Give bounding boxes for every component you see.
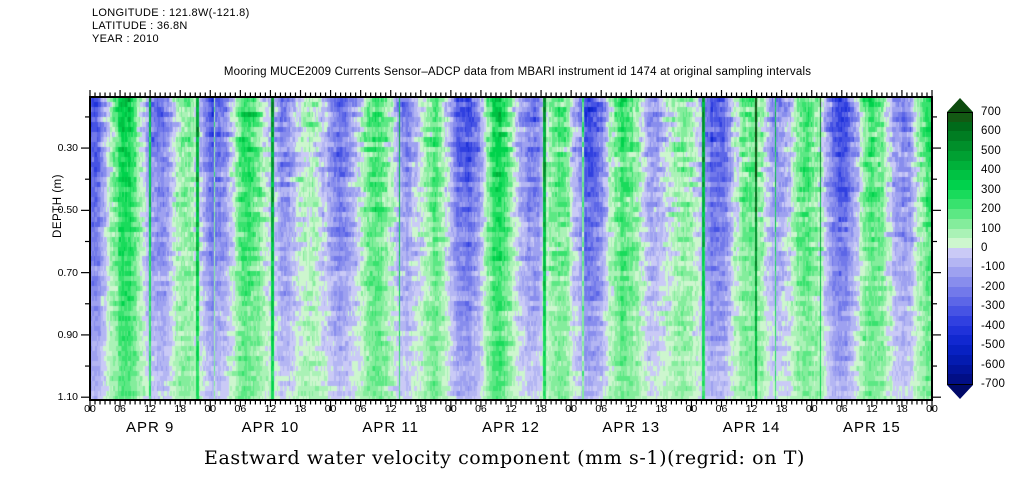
colorbar-label: -700 xyxy=(981,378,1006,390)
x-hour-label: 06 xyxy=(114,403,126,415)
plot-frame xyxy=(89,96,933,401)
colorbar-label: 600 xyxy=(981,125,1002,138)
x-hour-label: 06 xyxy=(234,403,247,415)
x-hour-label: 12 xyxy=(866,403,878,415)
y-tick-label: 1.10 xyxy=(57,391,78,404)
longitude-line: LONGITUDE : 121.8W(-121.8) xyxy=(92,7,250,19)
x-hour-label: 06 xyxy=(595,403,608,415)
context-header: LONGITUDE : 121.8W(-121.8) LATITUDE : 36… xyxy=(92,7,250,46)
x-hour-label: 18 xyxy=(174,403,187,415)
x-hour-label: 12 xyxy=(625,403,638,415)
x-hour-label: 00 xyxy=(204,403,217,415)
colorbar-segment xyxy=(947,374,973,385)
x-day-label: APR 13 xyxy=(602,419,661,436)
x-hour-label: 18 xyxy=(414,403,427,415)
x-hour-label: 06 xyxy=(835,403,848,415)
colorbar-under-arrow xyxy=(947,385,973,399)
colorbar-label: -400 xyxy=(981,319,1006,332)
y-tick-label: 0.90 xyxy=(57,328,78,341)
colorbar-label: -300 xyxy=(981,300,1006,313)
colorbar-label: 200 xyxy=(981,203,1002,216)
x-hour-label: 12 xyxy=(264,403,277,415)
y-tick-label: 0.70 xyxy=(57,266,78,279)
x-hour-label: 06 xyxy=(475,403,487,415)
x-day-label: APR 12 xyxy=(482,419,540,436)
colorbar-over-arrow xyxy=(947,98,973,112)
x-hour-label: 00 xyxy=(805,403,818,415)
x-hour-label: 18 xyxy=(294,403,307,415)
colorbar-label: -600 xyxy=(981,358,1006,371)
latitude-line: LATITUDE : 36.8N xyxy=(92,20,188,32)
colorbar-label: -500 xyxy=(981,339,1006,352)
colorbar-label: 700 xyxy=(981,106,1002,118)
x-day-label: APR 14 xyxy=(722,419,781,436)
colorbar-label: 0 xyxy=(981,242,988,254)
x-hour-label: 18 xyxy=(655,403,668,415)
x-hour-label: 06 xyxy=(354,403,367,415)
x-day-label: APR 15 xyxy=(842,419,901,436)
colorbar-label: 300 xyxy=(981,183,1002,196)
x-day-label: APR 9 xyxy=(125,419,175,436)
plot-title: Mooring MUCE2009 Currents Sensor–ADCP da… xyxy=(223,66,812,78)
colorbar-label: 100 xyxy=(981,222,1002,235)
year-line: YEAR : 2010 xyxy=(92,33,159,45)
x-day-label: APR 11 xyxy=(362,419,419,436)
y-tick-label: 0.50 xyxy=(57,204,78,217)
x-hour-label: 18 xyxy=(535,403,547,415)
colorbar-label: -200 xyxy=(981,280,1006,293)
x-hour-label: 12 xyxy=(745,403,758,415)
x-hour-label: 00 xyxy=(685,403,698,415)
x-hour-label: 00 xyxy=(926,403,938,415)
x-hour-label: 18 xyxy=(896,403,908,415)
heatmap-plot-area xyxy=(91,98,933,401)
x-hour-label: 12 xyxy=(505,403,517,415)
x-hour-label: 06 xyxy=(715,403,728,415)
y-tick-label: 0.30 xyxy=(57,142,78,155)
colorbar-label: -100 xyxy=(981,261,1006,274)
x-hour-label: 18 xyxy=(775,403,788,415)
x-hour-label: 00 xyxy=(445,403,457,415)
x-day-label: APR 10 xyxy=(241,419,300,436)
x-hour-label: 12 xyxy=(384,403,397,415)
figure-caption: Eastward water velocity component (mm s-… xyxy=(204,447,805,469)
x-hour-label: 00 xyxy=(84,403,96,415)
x-hour-label: 00 xyxy=(565,403,577,415)
colorbar-label: 400 xyxy=(981,164,1002,177)
x-hour-label: 00 xyxy=(324,403,337,415)
x-hour-label: 12 xyxy=(144,403,156,415)
colorbar-label: 500 xyxy=(981,144,1002,157)
